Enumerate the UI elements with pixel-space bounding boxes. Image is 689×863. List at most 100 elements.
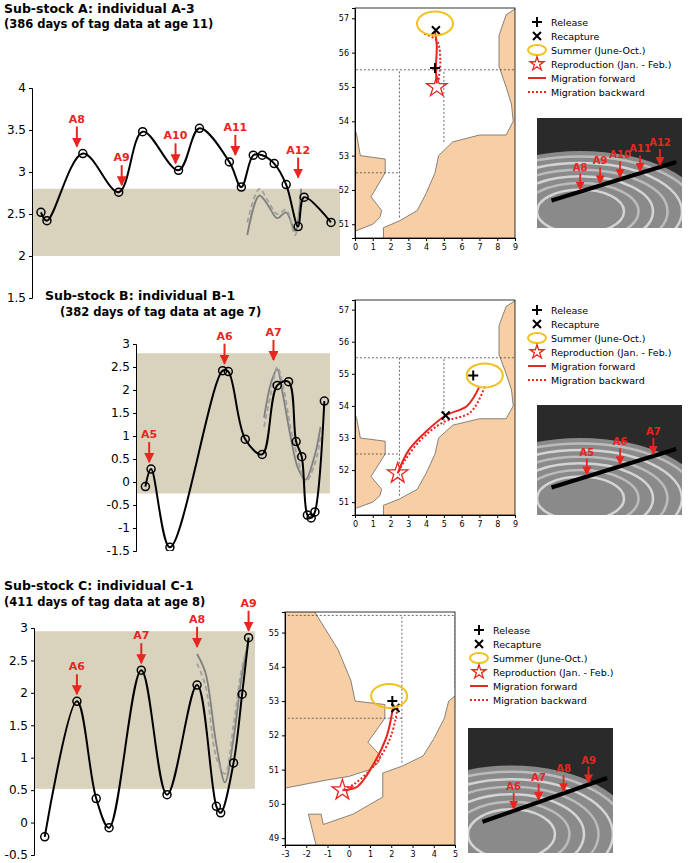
- point: [92, 795, 100, 803]
- tick-label: 49: [269, 834, 279, 843]
- point: [37, 208, 45, 216]
- tick: 2: [389, 238, 394, 252]
- annotation-arrow: [140, 643, 142, 663]
- tick-label: 2: [20, 686, 28, 700]
- area-boundary: [399, 358, 400, 496]
- legend-label: Recapture: [551, 319, 600, 330]
- tick: 2.5: [9, 654, 34, 668]
- land: [355, 8, 515, 238]
- tick-label: 54: [339, 117, 349, 126]
- tick-label: 2: [389, 243, 394, 252]
- tick-label: 2: [18, 249, 26, 263]
- tick-mark: [352, 310, 355, 311]
- otolith-axis: [483, 778, 608, 822]
- tick-label: 2: [122, 383, 130, 397]
- annotation-label: A5: [141, 428, 157, 441]
- tick: -3: [282, 845, 290, 859]
- axis-line: [286, 846, 456, 849]
- band: [32, 189, 340, 256]
- tick: 1: [371, 238, 376, 252]
- point: [241, 435, 249, 443]
- tick-label: 50: [269, 800, 279, 809]
- otolith-ring: [468, 772, 613, 853]
- tick: 56: [339, 49, 355, 58]
- legend-swatch: [470, 653, 488, 663]
- tick: 2: [389, 515, 394, 529]
- map-point: [468, 370, 478, 380]
- tick: 50: [269, 800, 285, 809]
- tick-label: 3: [122, 337, 130, 351]
- series-line: [45, 638, 249, 837]
- tick-label: 52: [339, 466, 349, 475]
- tick-mark: [328, 845, 329, 848]
- tick-label: 4: [424, 520, 429, 529]
- point: [327, 218, 335, 226]
- annotation-arrow: [248, 611, 250, 631]
- tick-mark: [29, 298, 32, 299]
- area-boundary: [399, 70, 400, 218]
- tick-label: 2: [389, 520, 394, 529]
- axis-line: [31, 629, 35, 856]
- tick-mark: [349, 845, 350, 848]
- tick-mark: [370, 845, 371, 848]
- tick-label: 4: [432, 850, 437, 859]
- tick-mark: [352, 438, 355, 439]
- tick-label: 56: [339, 49, 349, 58]
- tick-mark: [133, 551, 136, 552]
- map-panel: 012345678951525354555657: [284, 0, 542, 310]
- otolith-arrow: [619, 448, 621, 464]
- map-point: [432, 26, 440, 34]
- legend-label: Release: [493, 625, 530, 636]
- legend-swatch: [533, 320, 541, 328]
- subtitle: (411 days of tag data at age 8): [4, 595, 205, 609]
- tick-mark: [133, 344, 136, 345]
- point: [115, 188, 123, 196]
- tick-mark: [31, 758, 34, 759]
- tick-label: 0: [353, 243, 358, 252]
- land: [285, 612, 385, 790]
- tick: 1.5: [7, 291, 32, 305]
- tick-label: 3: [18, 165, 26, 179]
- legend-label: Migration backward: [551, 375, 645, 386]
- map-point: [467, 363, 503, 387]
- point: [163, 791, 171, 799]
- otolith-arrow: [659, 149, 661, 165]
- map-point: [417, 11, 453, 35]
- tick-mark: [479, 515, 480, 518]
- otolith-arrow: [652, 438, 654, 454]
- tick-label: 7: [477, 520, 482, 529]
- point: [298, 453, 306, 461]
- tick-mark: [352, 374, 355, 375]
- point: [238, 690, 246, 698]
- y-axis: 49505152535455: [269, 613, 286, 846]
- tick-mark: [352, 121, 355, 122]
- point: [237, 183, 245, 191]
- tick-mark: [352, 156, 355, 157]
- otolith-ring: [537, 463, 653, 515]
- legend-label: Migration forward: [493, 681, 577, 692]
- band: [34, 631, 255, 789]
- tick: 0.5: [9, 783, 34, 797]
- tick: 2.5: [111, 360, 136, 374]
- tick-label: 55: [339, 83, 349, 92]
- area-boundary: [355, 454, 399, 455]
- tick: 57: [339, 306, 355, 315]
- area-boundary: [443, 70, 444, 142]
- tick: 6: [460, 515, 465, 529]
- tick: 4: [424, 238, 429, 252]
- tick: 52: [269, 731, 285, 740]
- point: [282, 181, 290, 189]
- tick: 56: [339, 338, 355, 347]
- legend-swatch: [475, 640, 483, 648]
- tick: 0: [347, 845, 352, 859]
- area-boundary: [285, 718, 402, 719]
- legend-swatch: [528, 45, 546, 55]
- tick-mark: [352, 190, 355, 191]
- map-frame: [355, 8, 515, 238]
- tick: 4: [432, 845, 437, 859]
- tick: 4: [424, 515, 429, 529]
- tick-mark: [282, 838, 285, 839]
- legend-swatch: [530, 345, 544, 358]
- y-axis: 1.522.533.54: [7, 81, 33, 305]
- tick-mark: [133, 528, 136, 529]
